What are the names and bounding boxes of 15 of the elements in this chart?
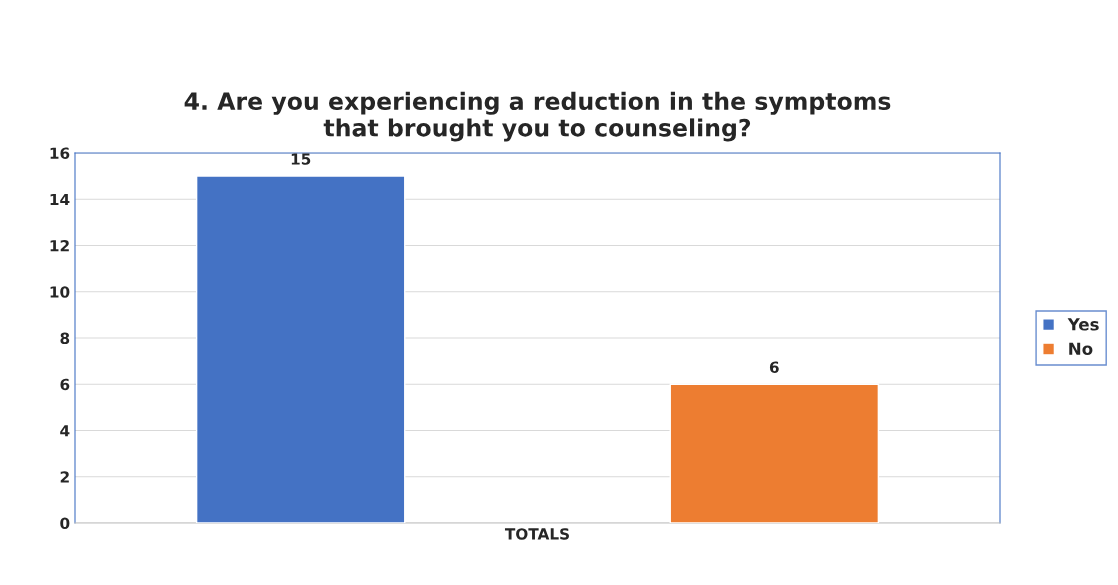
data-label: 6 (769, 361, 779, 373)
y-tick-label: 12 (50, 239, 69, 252)
legend-label: No (1069, 342, 1093, 356)
legend-label: Yes (1067, 318, 1099, 331)
y-tick-label: 0 (60, 517, 70, 530)
y-tick-label: 6 (60, 378, 70, 391)
y-tick-label: 16 (50, 147, 70, 160)
data-label: 15 (291, 153, 311, 165)
y-tick-label: 4 (60, 425, 70, 437)
y-tick-label: 14 (50, 193, 70, 206)
x-tick-label: TOTALS (504, 528, 569, 540)
y-tick-label: 2 (60, 471, 69, 483)
y-tick-label: 8 (60, 332, 70, 345)
chart-title: 4. Are you experiencing a reduction in the symptoms that brought you to counseling? (184, 91, 891, 142)
y-tick-label: 10 (50, 286, 70, 298)
